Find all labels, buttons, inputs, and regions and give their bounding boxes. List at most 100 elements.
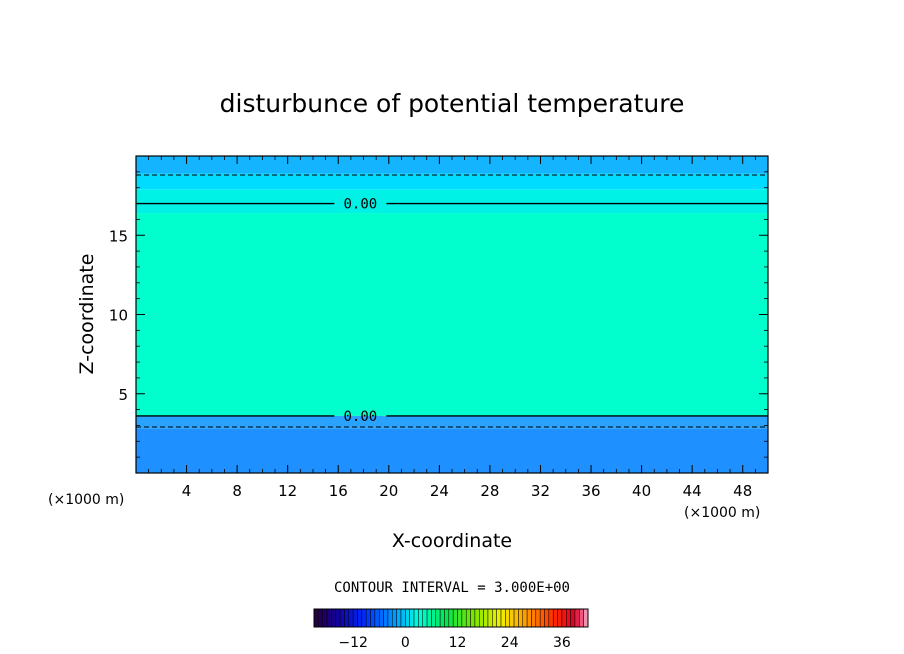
colorbar-cell: [435, 608, 441, 628]
colorbar-cell: [513, 608, 519, 628]
colorbar-tick-label: 0: [401, 635, 410, 651]
colorbar-cell: [522, 608, 528, 628]
colorbar-cell: [535, 608, 541, 628]
colorbar-cell: [331, 608, 336, 628]
field-band: [136, 173, 768, 190]
colorbar-cell: [348, 608, 354, 628]
colorbar-cell: [531, 608, 537, 628]
colorbar-cell: [426, 608, 432, 628]
contour-interval-note: CONTOUR INTERVAL = 3.000E+00: [334, 580, 570, 596]
colorbar-cell: [552, 608, 558, 628]
colorbar-cell: [526, 608, 532, 628]
colorbar-tick-label: −12: [338, 635, 368, 651]
colorbar-cell: [583, 608, 589, 628]
colorbar-cell: [544, 608, 550, 628]
y-axis-label: Z-coordinate: [76, 254, 98, 375]
colorbar-cell: [465, 608, 471, 628]
colorbar-cell: [396, 608, 402, 628]
colorbar-cell: [444, 608, 450, 628]
colorbar-cell: [405, 608, 410, 628]
colorbar-cell: [326, 608, 332, 628]
contour-label: 0.00: [344, 197, 378, 213]
colorbar-cell: [492, 608, 497, 628]
colorbar-cell: [496, 608, 502, 628]
x-tick-label: 16: [329, 482, 348, 500]
colorbar-cell: [392, 608, 397, 628]
colorbar-cell: [570, 608, 576, 628]
colorbar-cell: [409, 608, 415, 628]
colorbar-cell: [518, 608, 524, 628]
colorbar-tick-label: 12: [449, 635, 467, 651]
colorbar-cell: [509, 608, 515, 628]
colorbar-cell: [483, 608, 489, 628]
x-tick-label: 36: [581, 482, 600, 500]
colorbar-cell: [318, 608, 323, 628]
x-tick-label: 32: [531, 482, 550, 500]
colorbar-cell: [439, 608, 445, 628]
x-tick-label: 20: [379, 482, 398, 500]
x-unit-right: (×1000 m): [684, 505, 760, 521]
colorbar-cell: [574, 608, 580, 628]
colorbar-cell: [413, 608, 419, 628]
colorbar-frame: [313, 608, 589, 628]
colorbar-cell: [383, 608, 389, 628]
colorbar-cell: [461, 608, 467, 628]
colorbar-cell: [448, 608, 454, 628]
colorbar-cell: [365, 608, 371, 628]
colorbar-cell: [479, 608, 484, 628]
colorbar-tick-label: 36: [553, 635, 571, 651]
colorbar-cell: [561, 608, 567, 628]
colorbar-cell: [474, 608, 480, 628]
colorbar-cell: [313, 608, 319, 628]
colorbar-cell: [361, 608, 367, 628]
x-tick-label: 28: [480, 482, 499, 500]
colorbar-cell: [344, 608, 350, 628]
x-unit-left: (×1000 m): [48, 492, 124, 508]
colorbar-cell: [400, 608, 406, 628]
colorbar-tick-label: 24: [501, 635, 519, 651]
colorbar-cell: [470, 608, 476, 628]
x-tick-label: 44: [683, 482, 702, 500]
colorbar: −12 0 12 24 36: [313, 608, 589, 651]
x-tick-label: 4: [182, 482, 192, 500]
colorbar-cell: [539, 608, 545, 628]
x-tick-label: 48: [733, 482, 752, 500]
colorbar-cell: [548, 608, 554, 628]
colorbar-cell: [418, 608, 423, 628]
colorbar-cell: [335, 608, 341, 628]
field-band: [136, 213, 768, 416]
colorbar-cell: [370, 608, 376, 628]
field-band: [136, 415, 768, 429]
x-axis-label: X-coordinate: [392, 530, 512, 552]
chart-title: disturbunce of potential temperature: [220, 89, 685, 118]
colorbar-cell: [457, 608, 463, 628]
x-axis: 4 8 12 16 20 24 28 32 36 40 44 48: [148, 156, 756, 500]
colorbar-cell: [422, 608, 428, 628]
colorbar-cell: [378, 608, 384, 628]
x-tick-label: 24: [430, 482, 449, 500]
field-band: [136, 156, 768, 174]
y-tick-label: 15: [109, 227, 128, 245]
colorbar-cell: [487, 608, 493, 628]
field-band: [136, 428, 768, 473]
x-tick-label: 12: [278, 482, 297, 500]
x-tick-label: 8: [232, 482, 242, 500]
colorbar-cell: [557, 608, 563, 628]
colorbar-cell: [387, 608, 393, 628]
colorbar-cell: [500, 608, 506, 628]
y-tick-label: 10: [109, 307, 128, 325]
colorbar-cell: [579, 608, 584, 628]
colorbar-cell: [322, 608, 328, 628]
field-band: [136, 189, 768, 214]
colorbar-cell: [452, 608, 458, 628]
contour-label: 0.00: [344, 409, 378, 425]
colorbar-cell: [505, 608, 510, 628]
colorbar-cell: [352, 608, 358, 628]
colorbar-cell: [339, 608, 345, 628]
x-tick-label: 40: [632, 482, 651, 500]
colorbar-cell: [566, 608, 571, 628]
temperature-field: [136, 156, 768, 473]
contour-lines: 0.00 0.00: [136, 174, 768, 428]
colorbar-cell: [374, 608, 380, 628]
